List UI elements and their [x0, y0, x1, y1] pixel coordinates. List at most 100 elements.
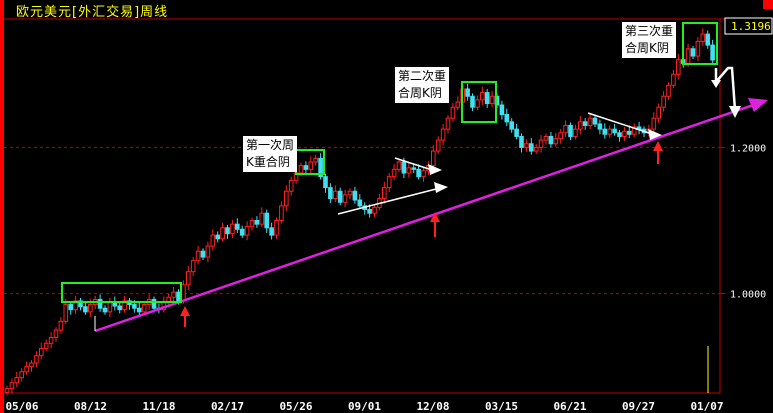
candle-body: [264, 212, 269, 229]
candle-body: [470, 95, 475, 108]
annotation-second-line1: 第二次重: [398, 69, 447, 83]
candle-body: [563, 124, 568, 134]
candle: [342, 189, 348, 208]
candle-body: [700, 33, 706, 42]
candle: [499, 100, 505, 120]
candle: [328, 183, 333, 203]
x-tick-label: 12/08: [416, 400, 449, 413]
candle: [14, 371, 20, 388]
x-tick-label: 06/21: [553, 400, 586, 413]
candle: [235, 218, 240, 233]
candle: [117, 302, 123, 314]
candle: [582, 118, 588, 130]
candle-body: [48, 336, 54, 344]
candle: [661, 91, 666, 112]
candle-body: [401, 161, 407, 174]
candle: [484, 88, 490, 108]
candle: [597, 119, 603, 135]
candle-body: [288, 179, 294, 192]
candle-body: [269, 227, 274, 236]
candle-body: [308, 161, 314, 170]
y-tick-label: 1.2000: [730, 143, 766, 154]
last-price-label: 1.3196: [731, 20, 771, 33]
candle: [34, 351, 39, 368]
candle-body: [102, 307, 108, 313]
candle-body: [504, 114, 510, 123]
corner-button[interactable]: [763, 0, 773, 9]
support-line-2: [337, 187, 441, 215]
candle-body: [43, 342, 49, 349]
candle-body: [386, 176, 392, 189]
candle-body: [578, 121, 583, 130]
annotation-third: 第三次重 合周K阴: [622, 22, 677, 58]
candle-body: [582, 121, 588, 126]
x-tick-label: 11/18: [142, 400, 175, 413]
candle-body: [210, 234, 216, 247]
arrow-right-2: [434, 182, 448, 193]
candle-body: [529, 143, 534, 152]
candle-body: [475, 99, 480, 108]
candle: [480, 86, 485, 106]
candle-body: [63, 304, 69, 322]
consolidation-box-1: [61, 282, 182, 303]
candle: [475, 95, 480, 111]
candle: [323, 173, 328, 193]
candle-body: [200, 250, 206, 258]
up-arrow-shaft: [434, 221, 436, 237]
annotation-first-line2: K重合阴: [246, 155, 290, 169]
candle-body: [78, 300, 83, 308]
candle: [391, 164, 397, 181]
candle: [690, 45, 696, 59]
annotation-second-line2: 合周K阴: [398, 86, 442, 100]
candle: [666, 82, 671, 100]
x-tick-label: 09/27: [622, 400, 655, 413]
candle: [357, 194, 363, 209]
x-tick-label: 01/07: [690, 400, 723, 413]
candle: [29, 360, 34, 372]
candle-body: [411, 167, 416, 170]
candle-body: [176, 291, 181, 302]
candle: [127, 297, 132, 310]
candle: [695, 37, 701, 62]
candle-body: [230, 223, 235, 235]
candle-body: [543, 135, 549, 141]
candle-body: [622, 130, 627, 137]
candle: [112, 296, 118, 311]
annotation-first-line1: 第一次周: [246, 138, 295, 152]
candle-body: [685, 48, 691, 64]
candle-body: [695, 40, 701, 57]
candle: [450, 102, 456, 122]
candle-body: [631, 126, 637, 135]
candle: [377, 194, 382, 211]
candle-body: [225, 227, 230, 235]
candle-body: [254, 220, 260, 225]
candle-body: [587, 117, 593, 126]
candle-body: [421, 170, 426, 178]
up-arrow-shaft: [657, 150, 659, 164]
candle: [68, 300, 74, 315]
candle: [514, 124, 519, 140]
candle: [9, 378, 15, 394]
candle-body: [519, 135, 524, 148]
candle-body: [190, 260, 196, 273]
up-arrow-shaft: [184, 315, 186, 327]
arrow-right-3: [648, 129, 662, 140]
candle-body: [548, 135, 554, 145]
annotation-second: 第二次重 合周K阴: [395, 67, 450, 103]
candle-body: [676, 59, 681, 75]
candle: [308, 156, 314, 174]
resistance-line-1: [394, 157, 433, 171]
candle: [386, 172, 392, 192]
candle-body: [489, 95, 495, 105]
x-tick-label: 05/26: [279, 400, 312, 413]
candle-body: [391, 168, 397, 178]
candle-body: [372, 206, 377, 214]
candle: [470, 93, 475, 111]
candle: [382, 181, 387, 204]
candle-body: [396, 161, 402, 170]
candle: [230, 219, 235, 239]
candle: [524, 139, 529, 152]
candle: [215, 231, 220, 243]
candle: [107, 297, 113, 317]
candle: [587, 113, 593, 130]
